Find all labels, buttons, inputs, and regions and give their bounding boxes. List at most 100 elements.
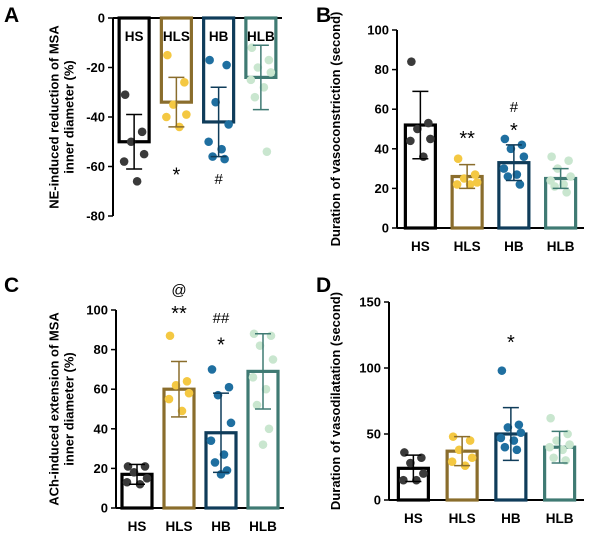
y-axis-label: inner diameter (%): [62, 352, 77, 465]
data-point: [465, 180, 475, 189]
x-tick-label: HLB: [249, 519, 277, 534]
data-point: [119, 157, 129, 166]
x-tick-label: HLS: [163, 29, 190, 44]
data-point: [413, 124, 422, 134]
data-point: [219, 450, 229, 459]
y-tick-label: 0: [98, 11, 105, 26]
data-point: [503, 423, 513, 432]
data-point: [549, 453, 558, 463]
data-point: [140, 462, 150, 471]
y-tick-label: -40: [86, 110, 105, 125]
data-point: [519, 152, 529, 162]
y-tick-label: -80: [86, 209, 105, 224]
data-point: [407, 57, 416, 66]
data-point: [266, 331, 276, 341]
data-point: [454, 445, 464, 455]
data-point: [406, 458, 415, 468]
data-point: [546, 413, 555, 423]
x-tick-label: HLB: [547, 239, 575, 254]
data-point: [132, 177, 142, 186]
data-point: [497, 366, 507, 375]
data-point: [419, 469, 428, 478]
data-point: [467, 453, 477, 463]
y-tick-label: 60: [375, 102, 389, 117]
data-point: [259, 83, 269, 92]
data-point: [169, 100, 178, 109]
data-point: [162, 112, 171, 122]
significance-mark: **: [459, 128, 475, 150]
data-point: [564, 156, 573, 165]
significance-mark: @: [171, 282, 186, 299]
data-point: [550, 182, 559, 191]
data-point: [184, 388, 194, 398]
data-point: [264, 55, 274, 65]
data-point: [258, 440, 268, 449]
data-point: [261, 384, 271, 394]
data-point: [465, 436, 475, 445]
data-point: [226, 418, 236, 428]
data-point: [255, 341, 265, 350]
data-point: [406, 136, 415, 146]
data-point: [222, 60, 231, 70]
y-tick-label: 150: [359, 295, 381, 310]
data-point: [142, 474, 152, 483]
data-point: [266, 68, 276, 77]
y-tick-label: 40: [375, 141, 389, 156]
data-point: [224, 382, 234, 392]
x-tick-label: HB: [209, 29, 229, 44]
data-point: [120, 90, 130, 100]
data-point: [399, 475, 408, 485]
data-point: [472, 178, 482, 187]
data-point: [250, 92, 260, 102]
x-tick-label: HB: [501, 511, 521, 526]
data-point: [459, 174, 469, 183]
data-point: [182, 110, 191, 119]
data-point: [262, 147, 272, 156]
x-tick-label: HLB: [546, 511, 574, 526]
y-tick-label: 0: [382, 221, 389, 236]
data-point: [499, 164, 509, 173]
data-point: [500, 134, 510, 144]
data-point: [558, 445, 567, 455]
data-point: [217, 144, 226, 154]
data-point: [139, 149, 149, 159]
panel-letter: C: [4, 274, 19, 297]
data-point: [129, 468, 139, 477]
data-point: [210, 458, 220, 467]
significance-mark: *: [507, 332, 515, 354]
data-point: [453, 154, 463, 163]
data-point: [249, 329, 259, 339]
x-tick-label: HLS: [454, 239, 481, 254]
data-point: [177, 406, 187, 416]
panel-letter: D: [316, 274, 331, 297]
panel-letter: A: [4, 4, 19, 27]
y-tick-label: 20: [94, 461, 108, 476]
y-tick-label: 50: [367, 427, 381, 442]
data-point: [470, 170, 480, 179]
data-point: [565, 440, 574, 449]
panel-a: A NE-induced reduction of MSA inner diamet…: [4, 4, 282, 224]
data-point: [252, 400, 262, 410]
data-point: [206, 436, 216, 445]
data-point: [264, 424, 274, 434]
x-tick-label: HS: [404, 511, 423, 526]
data-point: [253, 63, 263, 72]
data-point: [516, 428, 526, 437]
y-tick-label: 40: [94, 421, 108, 436]
y-tick-label: 0: [101, 501, 108, 516]
data-point: [545, 442, 554, 452]
y-axis-label: Duration of vasoconstriction (second): [328, 12, 343, 247]
significance-mark: *: [510, 120, 518, 142]
significance-mark: #: [510, 99, 519, 116]
data-point: [512, 445, 522, 455]
y-axis-label: inner diameter (%): [62, 60, 77, 173]
y-tick-label: 100: [367, 23, 389, 38]
x-tick-label: HS: [411, 239, 430, 254]
x-tick-label: HB: [211, 519, 231, 534]
data-point: [246, 75, 256, 85]
x-tick-label: HS: [125, 29, 144, 44]
data-point: [204, 137, 213, 147]
data-point: [248, 373, 258, 382]
significance-mark: **: [171, 303, 187, 325]
